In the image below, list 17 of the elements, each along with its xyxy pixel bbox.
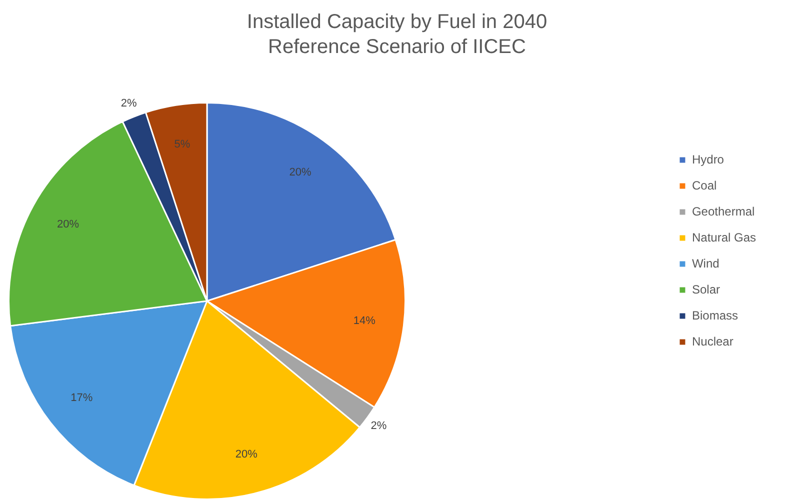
legend-label: Biomass — [692, 308, 738, 322]
data-label: 2% — [120, 98, 138, 110]
legend-label: Wind — [692, 256, 720, 270]
legend-label: Hydro — [692, 152, 724, 166]
data-label: 5% — [174, 138, 190, 150]
chart-title: Installed Capacity by Fuel in 2040 Reference Scenario of IICEC — [246, 11, 548, 58]
data-label: 14% — [353, 314, 376, 327]
legend-label: Solar — [692, 282, 720, 296]
legend-label: Geothermal — [692, 204, 755, 218]
data-label: 17% — [70, 392, 93, 404]
legend-label: Natural Gas — [692, 230, 756, 244]
data-label: 20% — [235, 448, 258, 461]
legend-label: Nuclear — [692, 334, 734, 348]
data-label: 20% — [289, 166, 312, 179]
data-label: 2% — [370, 420, 387, 432]
legend-label: Coal — [692, 178, 717, 192]
data-label: 20% — [57, 218, 80, 231]
